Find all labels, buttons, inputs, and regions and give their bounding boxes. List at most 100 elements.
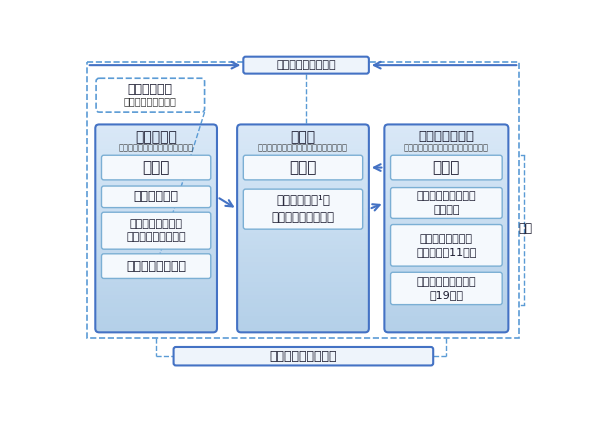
Bar	[237, 295, 369, 299]
Bar	[384, 125, 508, 128]
Text: 学　長: 学 長	[142, 160, 170, 175]
Text: 理事（４名）: 理事（４名）	[134, 190, 178, 203]
Bar	[95, 141, 217, 145]
Text: 学長が指名する者
（副学長）（１名）: 学長が指名する者 （副学長）（１名）	[126, 219, 186, 242]
Bar	[384, 258, 508, 262]
Bar	[384, 262, 508, 266]
Bar	[237, 137, 369, 141]
Bar	[237, 282, 369, 287]
Bar	[95, 245, 217, 249]
Bar	[237, 258, 369, 262]
Text: （教育研究に関する重要事項を審議）: （教育研究に関する重要事項を審議）	[404, 143, 489, 152]
Bar	[237, 158, 369, 162]
Bar	[237, 208, 369, 212]
Bar	[95, 158, 217, 162]
Bar	[384, 137, 508, 141]
Bar	[237, 179, 369, 183]
Bar	[384, 249, 508, 253]
Bar	[237, 253, 369, 258]
Bar	[237, 232, 369, 237]
Bar	[95, 203, 217, 208]
Bar	[384, 128, 508, 133]
Bar	[384, 145, 508, 149]
Bar	[95, 328, 217, 332]
Bar	[95, 191, 217, 195]
Bar	[95, 270, 217, 274]
Bar	[384, 228, 508, 232]
Bar	[384, 154, 508, 158]
Bar	[384, 162, 508, 166]
Bar	[384, 303, 508, 307]
Bar	[237, 170, 369, 174]
Bar	[237, 262, 369, 266]
Bar	[95, 195, 217, 199]
Bar	[95, 299, 217, 303]
Bar	[95, 133, 217, 137]
Bar	[384, 199, 508, 203]
Bar	[384, 212, 508, 216]
Text: （重要事項について役員会の議を経る）: （重要事項について役員会の議を経る）	[258, 143, 348, 152]
Text: 役員会: 役員会	[290, 130, 315, 144]
Bar	[95, 274, 217, 278]
Bar	[95, 224, 217, 228]
Bar	[384, 241, 508, 245]
Bar	[384, 179, 508, 183]
Bar	[384, 174, 508, 179]
Bar	[237, 270, 369, 274]
Bar	[95, 145, 217, 149]
Bar	[95, 307, 217, 312]
Bar	[384, 191, 508, 195]
Bar	[237, 303, 369, 307]
Bar	[237, 245, 369, 249]
FancyBboxPatch shape	[102, 254, 211, 278]
Bar	[95, 208, 217, 212]
Bar	[237, 128, 369, 133]
Bar	[384, 187, 508, 191]
Bar	[95, 253, 217, 258]
Text: （経営に関する重要事項を審議）: （経営に関する重要事項を審議）	[118, 143, 193, 152]
FancyBboxPatch shape	[390, 188, 502, 218]
Bar	[95, 249, 217, 253]
Bar	[237, 162, 369, 166]
Text: 学　長: 学 長	[433, 160, 460, 175]
Bar	[237, 187, 369, 191]
Text: 学長選考・監察会議: 学長選考・監察会議	[276, 60, 336, 70]
Bar	[384, 208, 508, 212]
Bar	[384, 270, 508, 274]
Bar	[95, 183, 217, 187]
Bar	[95, 212, 217, 216]
Bar	[384, 278, 508, 282]
Bar	[384, 299, 508, 303]
Bar	[237, 133, 369, 137]
Bar	[95, 187, 217, 191]
Bar	[237, 191, 369, 195]
Bar	[237, 274, 369, 278]
Bar	[95, 295, 217, 299]
Bar	[237, 228, 369, 232]
Text: 監事（２名）: 監事（２名）	[128, 83, 173, 96]
Bar	[95, 154, 217, 158]
Bar	[237, 224, 369, 228]
Bar	[95, 324, 217, 328]
Bar	[95, 149, 217, 154]
Bar	[384, 307, 508, 312]
Bar	[237, 125, 369, 128]
Bar	[237, 141, 369, 145]
FancyBboxPatch shape	[390, 155, 502, 180]
FancyBboxPatch shape	[102, 212, 211, 249]
Bar	[384, 316, 508, 320]
FancyBboxPatch shape	[243, 57, 369, 74]
Bar	[237, 299, 369, 303]
Bar	[237, 278, 369, 282]
Bar	[95, 166, 217, 170]
Text: 学長が指名する理事
（４名）: 学長が指名する理事 （４名）	[416, 192, 476, 215]
Bar	[95, 258, 217, 262]
Bar	[237, 199, 369, 203]
Text: 教育研究評議会: 教育研究評議会	[418, 130, 474, 143]
Bar	[237, 195, 369, 199]
Bar	[95, 170, 217, 174]
Bar	[237, 149, 369, 154]
Bar	[384, 328, 508, 332]
Bar	[384, 166, 508, 170]
Bar	[384, 158, 508, 162]
